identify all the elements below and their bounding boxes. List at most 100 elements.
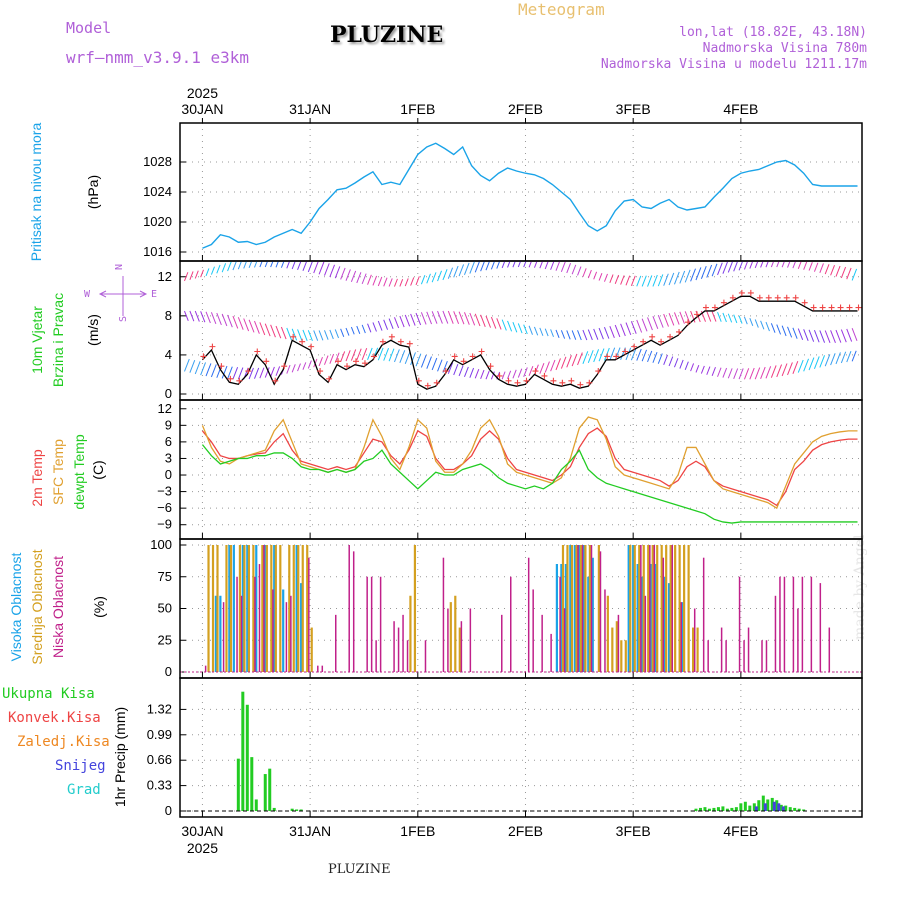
gust-marker xyxy=(801,299,808,306)
wind-arrow xyxy=(286,261,291,269)
wind-arrow xyxy=(431,357,438,371)
wind-arrow xyxy=(345,350,351,362)
wind-arrow xyxy=(480,314,486,327)
wind-arrow xyxy=(463,312,470,325)
wind-arrow xyxy=(302,329,308,342)
wind-arrow xyxy=(404,351,411,365)
cloud-low-label: Niska Oblacnost xyxy=(50,556,66,658)
y-tick-label: 0.33 xyxy=(147,778,172,793)
gust-marker xyxy=(676,328,683,335)
compass-s: S xyxy=(118,316,129,322)
wind-arrow xyxy=(205,268,210,277)
wind-arrow xyxy=(297,329,303,341)
gust-marker xyxy=(397,338,404,345)
wind-arrow xyxy=(474,368,480,379)
y-tick-label: 0 xyxy=(165,803,172,818)
wind-arrow xyxy=(442,310,449,324)
wind-arrow xyxy=(437,270,442,282)
precip-bar xyxy=(772,801,776,811)
wind-arrow xyxy=(399,350,406,364)
wind-arrow xyxy=(620,275,625,285)
wind-arrow xyxy=(641,275,647,287)
cloud-unit: (%) xyxy=(91,596,107,618)
wind-arrow xyxy=(598,327,604,340)
wind-arrow xyxy=(550,329,554,338)
gust-marker xyxy=(604,353,611,360)
gust-marker xyxy=(415,377,422,384)
wind-arrow xyxy=(340,267,346,280)
wind-arrow xyxy=(442,269,448,281)
gust-marker xyxy=(344,363,351,370)
wind-arrow xyxy=(840,329,847,343)
gust-marker xyxy=(774,294,781,301)
wind-arrow xyxy=(760,320,765,330)
wind-arrow xyxy=(340,328,345,338)
gust-marker xyxy=(586,379,593,386)
y-tick-label: 0 xyxy=(165,386,172,401)
wind-arrow xyxy=(566,330,571,340)
gust-marker xyxy=(756,294,763,301)
wind-arrow xyxy=(463,262,470,275)
wind-arrow xyxy=(722,367,728,378)
precip-bar xyxy=(245,704,249,811)
wind-arrow xyxy=(636,348,642,361)
precip-bar xyxy=(752,803,756,811)
wind-arrow xyxy=(652,316,659,329)
wind-arrow xyxy=(221,263,227,273)
wind-arrow xyxy=(458,311,465,325)
wind-arrow xyxy=(560,356,567,369)
precip-bar xyxy=(716,807,720,811)
wind-arrow xyxy=(496,318,502,330)
wind-arrow xyxy=(420,312,427,325)
wind-arrow xyxy=(291,328,298,341)
wind-arrow xyxy=(264,367,270,378)
gust-marker xyxy=(667,333,674,340)
wind-arrow xyxy=(819,355,826,368)
wind-arrow xyxy=(706,311,712,322)
wind-arrow xyxy=(582,351,589,364)
wind-arrow xyxy=(523,324,528,335)
top-date-label: 1FEB xyxy=(400,101,435,117)
wind-arrow xyxy=(480,261,486,272)
gust-marker xyxy=(711,304,718,311)
gust-marker xyxy=(640,338,647,345)
elevation-text: Nadmorska Visina 780m xyxy=(702,41,867,56)
gust-marker xyxy=(613,353,620,360)
wind-arrow xyxy=(184,272,189,282)
wind-arrow xyxy=(388,278,393,287)
wind-arrow xyxy=(630,321,637,334)
wind-arrow xyxy=(830,330,836,344)
bottom-date-label: 31JAN xyxy=(289,823,331,839)
wind-arrow xyxy=(490,261,496,270)
y-tick-label: 1024 xyxy=(143,184,172,199)
precip-legend-zaledjkisa: Zaledj.Kisa xyxy=(17,734,110,750)
y-tick-label: 25 xyxy=(158,632,172,647)
wind-arrow xyxy=(447,310,454,324)
precip-bar xyxy=(761,795,765,811)
wind-arrow xyxy=(329,329,334,340)
wind-arrow xyxy=(593,349,600,363)
wind-arrow xyxy=(738,315,743,324)
wind-arrow xyxy=(372,275,378,286)
wind-arrow xyxy=(587,269,592,279)
wind-arrow xyxy=(657,314,664,328)
wind-arrow xyxy=(270,366,275,377)
gust-marker xyxy=(568,377,575,384)
wind-arrow xyxy=(700,266,707,279)
wind-arrow xyxy=(248,367,254,380)
wind-arrow xyxy=(846,328,853,342)
wind-arrow xyxy=(394,317,400,329)
wind-arrow xyxy=(216,312,222,326)
gust-marker xyxy=(693,311,700,318)
wind-arrow xyxy=(426,311,433,325)
gust-marker xyxy=(702,304,709,311)
wind-arrow xyxy=(200,362,207,376)
gust-marker xyxy=(738,289,745,296)
gust-marker xyxy=(370,353,377,360)
wind-arrow xyxy=(200,269,204,278)
wind-arrow xyxy=(189,271,194,280)
precip-legend-grad: Grad xyxy=(67,782,101,798)
wind-arrow xyxy=(803,329,809,342)
wind-arrow xyxy=(830,264,836,276)
wind-arrow xyxy=(447,267,454,279)
